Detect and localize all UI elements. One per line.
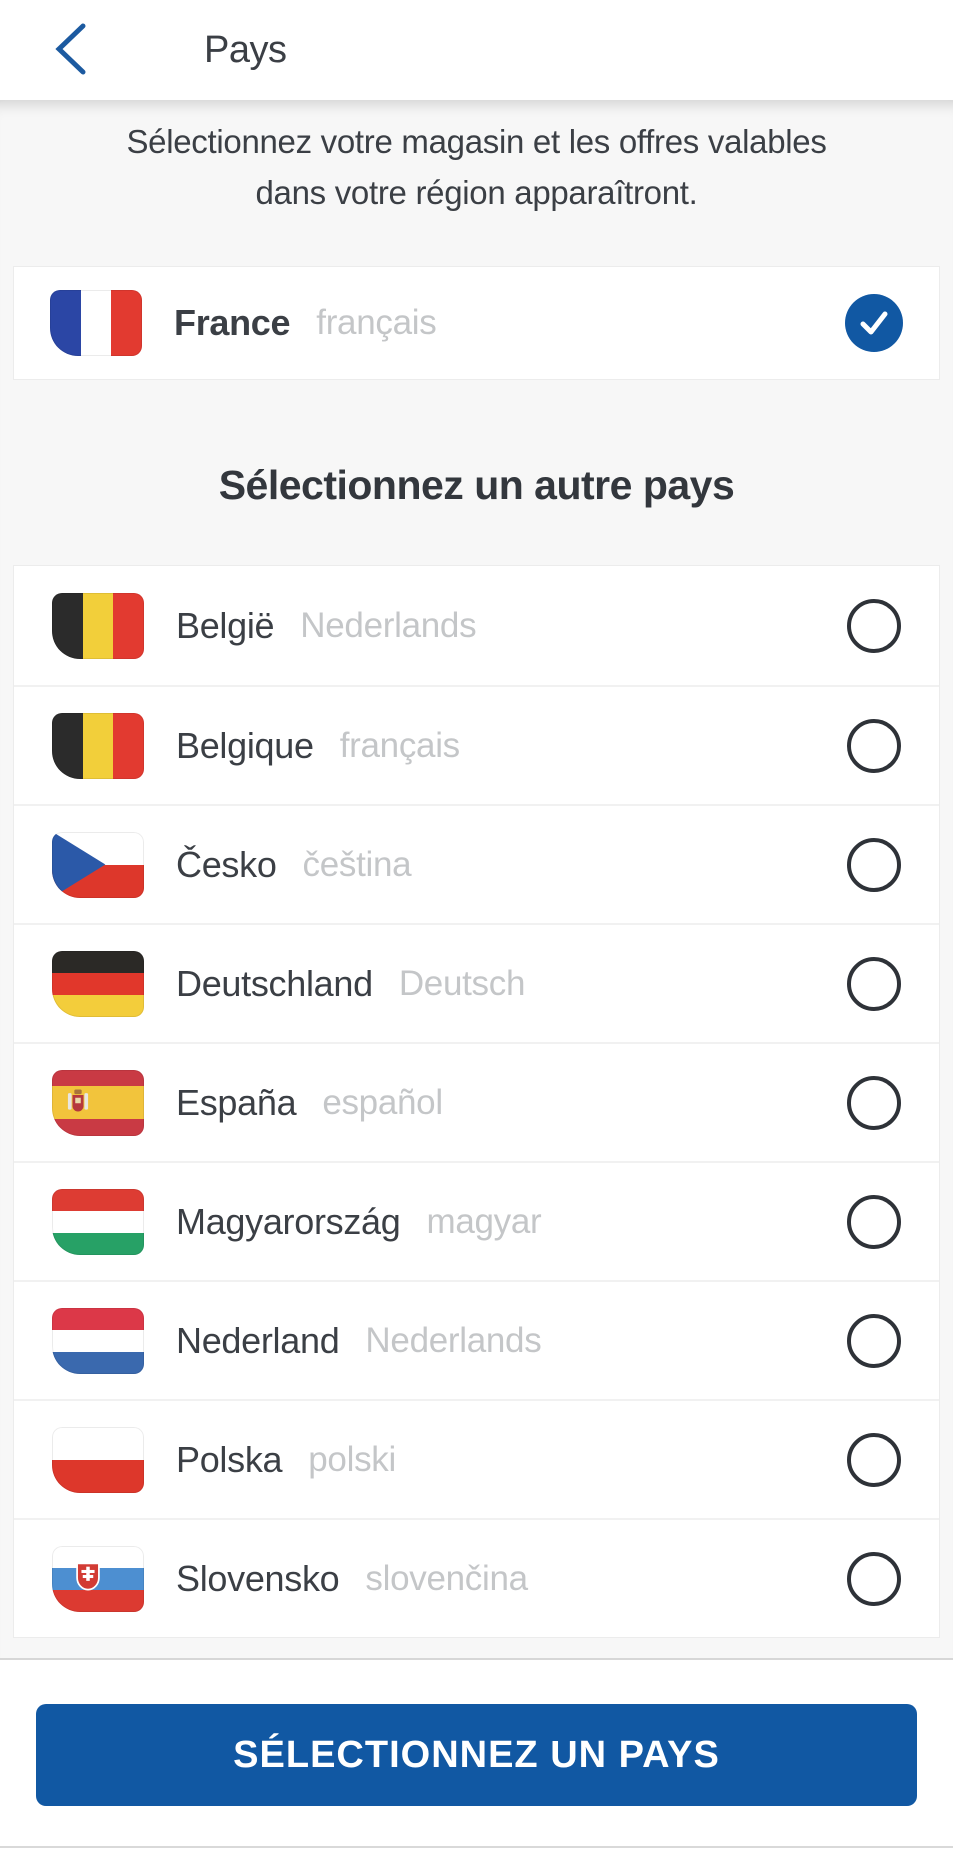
country-language: čeština	[302, 844, 412, 884]
country-name: España	[176, 1081, 297, 1123]
country-row[interactable]: Magyarország magyar	[14, 1161, 939, 1280]
flag-hu-icon	[52, 1188, 144, 1255]
country-row[interactable]: España español	[14, 1042, 939, 1161]
country-language: polski	[308, 1439, 396, 1479]
flag-be-icon	[52, 592, 144, 659]
country-name: Magyarország	[176, 1200, 401, 1242]
country-row[interactable]: Česko čeština	[14, 804, 939, 923]
flag-cz-icon	[52, 831, 144, 898]
radio-unselected-icon[interactable]	[847, 1194, 901, 1249]
back-button[interactable]	[52, 15, 112, 85]
radio-unselected-icon[interactable]	[847, 1313, 901, 1368]
footer-spacer	[0, 1848, 953, 1867]
selected-country-row[interactable]: France français	[13, 266, 940, 380]
select-country-button[interactable]: SÉLECTIONNEZ UN PAYS	[36, 1704, 917, 1806]
radio-unselected-icon[interactable]	[847, 598, 901, 653]
intro-text: Sélectionnez votre magasin et les offres…	[126, 123, 827, 211]
flag-es-icon	[52, 1069, 144, 1136]
country-language: Nederlands	[365, 1320, 542, 1360]
country-name: Belgique	[176, 724, 314, 766]
check-icon[interactable]	[845, 294, 903, 352]
flag-sk-icon	[52, 1545, 144, 1612]
radio-unselected-icon[interactable]	[847, 718, 901, 773]
section-title: Sélectionnez un autre pays	[218, 462, 735, 508]
country-row[interactable]: Deutschland Deutsch	[14, 923, 939, 1042]
home-indicator-divider	[0, 1846, 953, 1848]
radio-unselected-icon[interactable]	[847, 1432, 901, 1487]
country-row[interactable]: België Nederlands	[14, 566, 939, 685]
radio-unselected-icon[interactable]	[847, 837, 901, 892]
country-name: Nederland	[176, 1319, 340, 1361]
flag-nl-icon	[52, 1307, 144, 1374]
country-language: Deutsch	[398, 963, 526, 1003]
country-name: Česko	[176, 843, 277, 885]
flag-fr-icon	[50, 290, 142, 356]
radio-unselected-icon[interactable]	[847, 1551, 901, 1606]
radio-unselected-icon[interactable]	[847, 1075, 901, 1130]
country-language: español	[322, 1082, 443, 1122]
radio-unselected-icon[interactable]	[847, 956, 901, 1011]
bottom-bar: SÉLECTIONNEZ UN PAYS	[0, 1658, 953, 1846]
country-language: français	[316, 303, 437, 342]
country-row[interactable]: Nederland Nederlands	[14, 1280, 939, 1399]
country-language: slovenčina	[365, 1558, 528, 1598]
country-language: magyar	[426, 1201, 542, 1241]
country-row[interactable]: Polska polski	[14, 1399, 939, 1518]
country-language: Nederlands	[300, 605, 477, 645]
country-list: België Nederlands Belgique français Česk…	[13, 565, 940, 1638]
header: Pays	[0, 0, 953, 100]
country-row[interactable]: Belgique français	[14, 685, 939, 804]
scroll-area[interactable]: Sélectionnez votre magasin et les offres…	[0, 100, 953, 1658]
country-name: Polska	[176, 1438, 283, 1480]
country-name: Deutschland	[176, 962, 373, 1004]
country-name: België	[176, 604, 275, 646]
flag-pl-icon	[52, 1426, 144, 1493]
flag-de-icon	[52, 950, 144, 1017]
country-row[interactable]: Slovensko slovenčina	[14, 1518, 939, 1637]
flag-be-icon	[52, 712, 144, 779]
page-title: Pays	[204, 28, 287, 71]
chevron-left-icon	[52, 22, 88, 79]
country-name: France	[174, 302, 291, 343]
country-name: Slovensko	[176, 1557, 340, 1599]
country-language: français	[339, 725, 460, 765]
